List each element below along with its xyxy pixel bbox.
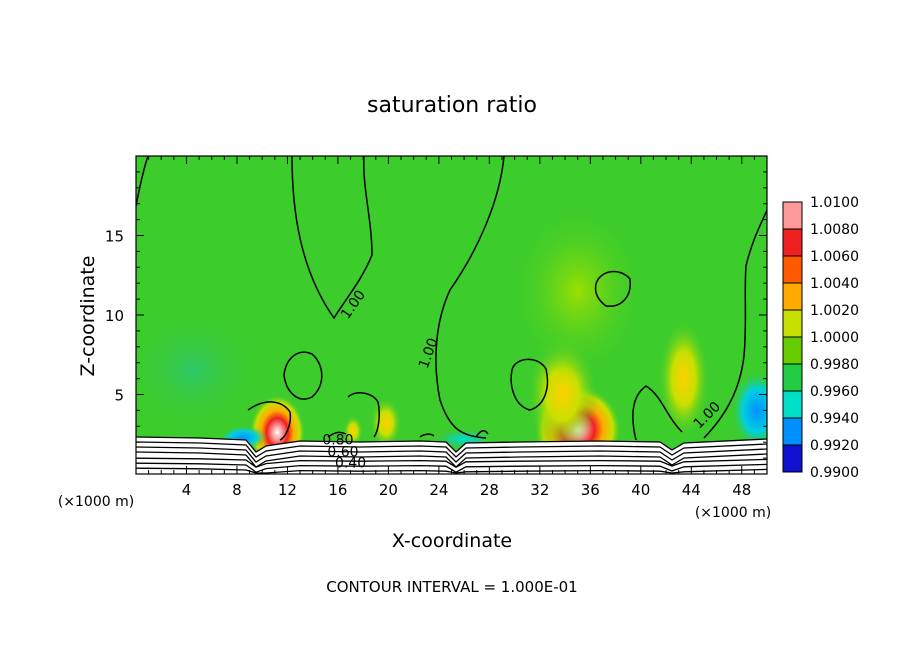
colorbar-swatch — [783, 337, 802, 364]
x-tick-label: 24 — [429, 481, 448, 499]
y-tick-label: 5 — [114, 387, 124, 405]
colorbar-label: 0.9960 — [810, 384, 859, 400]
field-background — [136, 156, 767, 474]
x-unit-left: (×1000 m) — [58, 494, 134, 510]
contour-label: 0.40 — [335, 456, 366, 472]
field-feature — [507, 201, 648, 382]
axes — [136, 156, 767, 474]
colorbar-label: 1.0100 — [810, 195, 859, 211]
contour-label: 0.80 — [322, 433, 353, 449]
contour-line — [247, 401, 292, 441]
field-feature — [730, 370, 767, 451]
x-tick-label: 8 — [232, 481, 242, 499]
colorbar-label: 1.0060 — [810, 249, 859, 265]
y-tick-label: 10 — [105, 307, 124, 325]
contour-line — [510, 358, 549, 411]
contour-line — [283, 351, 323, 400]
colorbar-label: 0.9900 — [810, 465, 859, 481]
field-feature — [136, 310, 263, 431]
x-axis-label: X-coordinate — [392, 530, 512, 552]
contour-line — [594, 270, 631, 307]
x-tick-labels: 4 8 12 16 20 24 28 32 36 40 44 48 — [182, 481, 752, 499]
contour-label: 0.60 — [327, 445, 358, 461]
x-tick-label: 44 — [682, 481, 701, 499]
x-tick-label: 36 — [581, 481, 600, 499]
colorbar-swatch — [783, 256, 802, 283]
chart-title: saturation ratio — [367, 93, 537, 118]
x-tick-label: 12 — [278, 481, 297, 499]
contour-line — [632, 385, 683, 441]
colorbar-swatch — [783, 310, 802, 337]
contour-line — [327, 431, 347, 438]
colorbar-label: 1.0020 — [810, 303, 859, 319]
colorbar-swatch — [783, 202, 802, 229]
colorbar-swatch — [783, 445, 802, 472]
colorbar: 1.0100 1.0080 1.0060 1.0040 1.0020 1.0000 0.99… — [782, 195, 859, 481]
contour-line — [475, 429, 489, 438]
x-tick-label: 28 — [480, 481, 499, 499]
x-unit-right: (×1000 m) — [695, 505, 771, 521]
field-feature — [657, 318, 710, 439]
terrain-contour-line — [136, 436, 767, 453]
terrain-contour-line — [136, 451, 767, 468]
contour-line — [136, 156, 149, 207]
colorbar-label: 1.0080 — [810, 222, 859, 238]
terrain-contour-line — [136, 462, 767, 473]
contour-interval-note: CONTOUR INTERVAL = 1.000E-01 — [326, 578, 577, 596]
plot-area — [136, 156, 767, 474]
field-feature — [343, 415, 364, 448]
terrain-contour-line — [136, 457, 767, 468]
colorbar-label: 1.0040 — [810, 276, 859, 292]
x-tick-label: 40 — [631, 481, 650, 499]
colorbar-swatch — [783, 364, 802, 391]
colorbar-swatch — [783, 229, 802, 256]
colorbar-label: 0.9980 — [810, 357, 859, 373]
y-tick-label: 15 — [105, 228, 124, 246]
x-tick-label: 32 — [530, 481, 549, 499]
field-feature — [369, 397, 402, 450]
x-tick-label: 20 — [379, 481, 398, 499]
colorbar-label: 0.9920 — [810, 438, 859, 454]
x-tick-label: 4 — [182, 481, 192, 499]
contour-line — [703, 209, 767, 439]
colorbar-label: 0.9940 — [810, 411, 859, 427]
y-axis-label: Z-coordinate — [77, 256, 99, 377]
colorbar-swatch — [783, 391, 802, 418]
terrain-contour-line — [136, 467, 767, 474]
contour-line — [347, 392, 380, 438]
colorbar-swatch — [783, 418, 802, 445]
colorbar-label: 1.0000 — [810, 330, 859, 346]
x-tick-label: 16 — [328, 481, 347, 499]
y-tick-labels: 5 10 15 — [105, 228, 124, 405]
contour-line — [419, 433, 435, 438]
terrain-contour-line — [136, 441, 767, 458]
colorbar-swatch — [783, 283, 802, 310]
x-tick-label: 48 — [732, 481, 751, 499]
contour-line — [435, 156, 505, 439]
contour-line — [291, 156, 373, 320]
terrain-contour-line — [136, 446, 767, 463]
